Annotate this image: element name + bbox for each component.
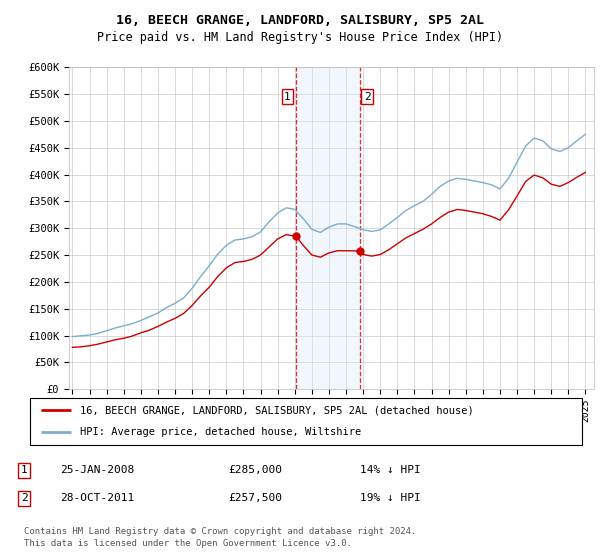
Text: 14% ↓ HPI: 14% ↓ HPI [360, 465, 421, 475]
Text: 1: 1 [284, 92, 291, 102]
Text: 28-OCT-2011: 28-OCT-2011 [60, 493, 134, 503]
Text: Price paid vs. HM Land Registry's House Price Index (HPI): Price paid vs. HM Land Registry's House … [97, 31, 503, 44]
Text: 1: 1 [20, 465, 28, 475]
Text: HPI: Average price, detached house, Wiltshire: HPI: Average price, detached house, Wilt… [80, 427, 361, 437]
Text: 16, BEECH GRANGE, LANDFORD, SALISBURY, SP5 2AL: 16, BEECH GRANGE, LANDFORD, SALISBURY, S… [116, 14, 484, 27]
Bar [296, 67, 360, 389]
Text: Contains HM Land Registry data © Crown copyright and database right 2024.
This d: Contains HM Land Registry data © Crown c… [24, 527, 416, 548]
Text: 2: 2 [20, 493, 28, 503]
Text: 25-JAN-2008: 25-JAN-2008 [60, 465, 134, 475]
Text: 2: 2 [364, 92, 370, 102]
Text: 16, BEECH GRANGE, LANDFORD, SALISBURY, SP5 2AL (detached house): 16, BEECH GRANGE, LANDFORD, SALISBURY, S… [80, 405, 473, 416]
Text: 19% ↓ HPI: 19% ↓ HPI [360, 493, 421, 503]
Text: £257,500: £257,500 [228, 493, 282, 503]
Text: £285,000: £285,000 [228, 465, 282, 475]
